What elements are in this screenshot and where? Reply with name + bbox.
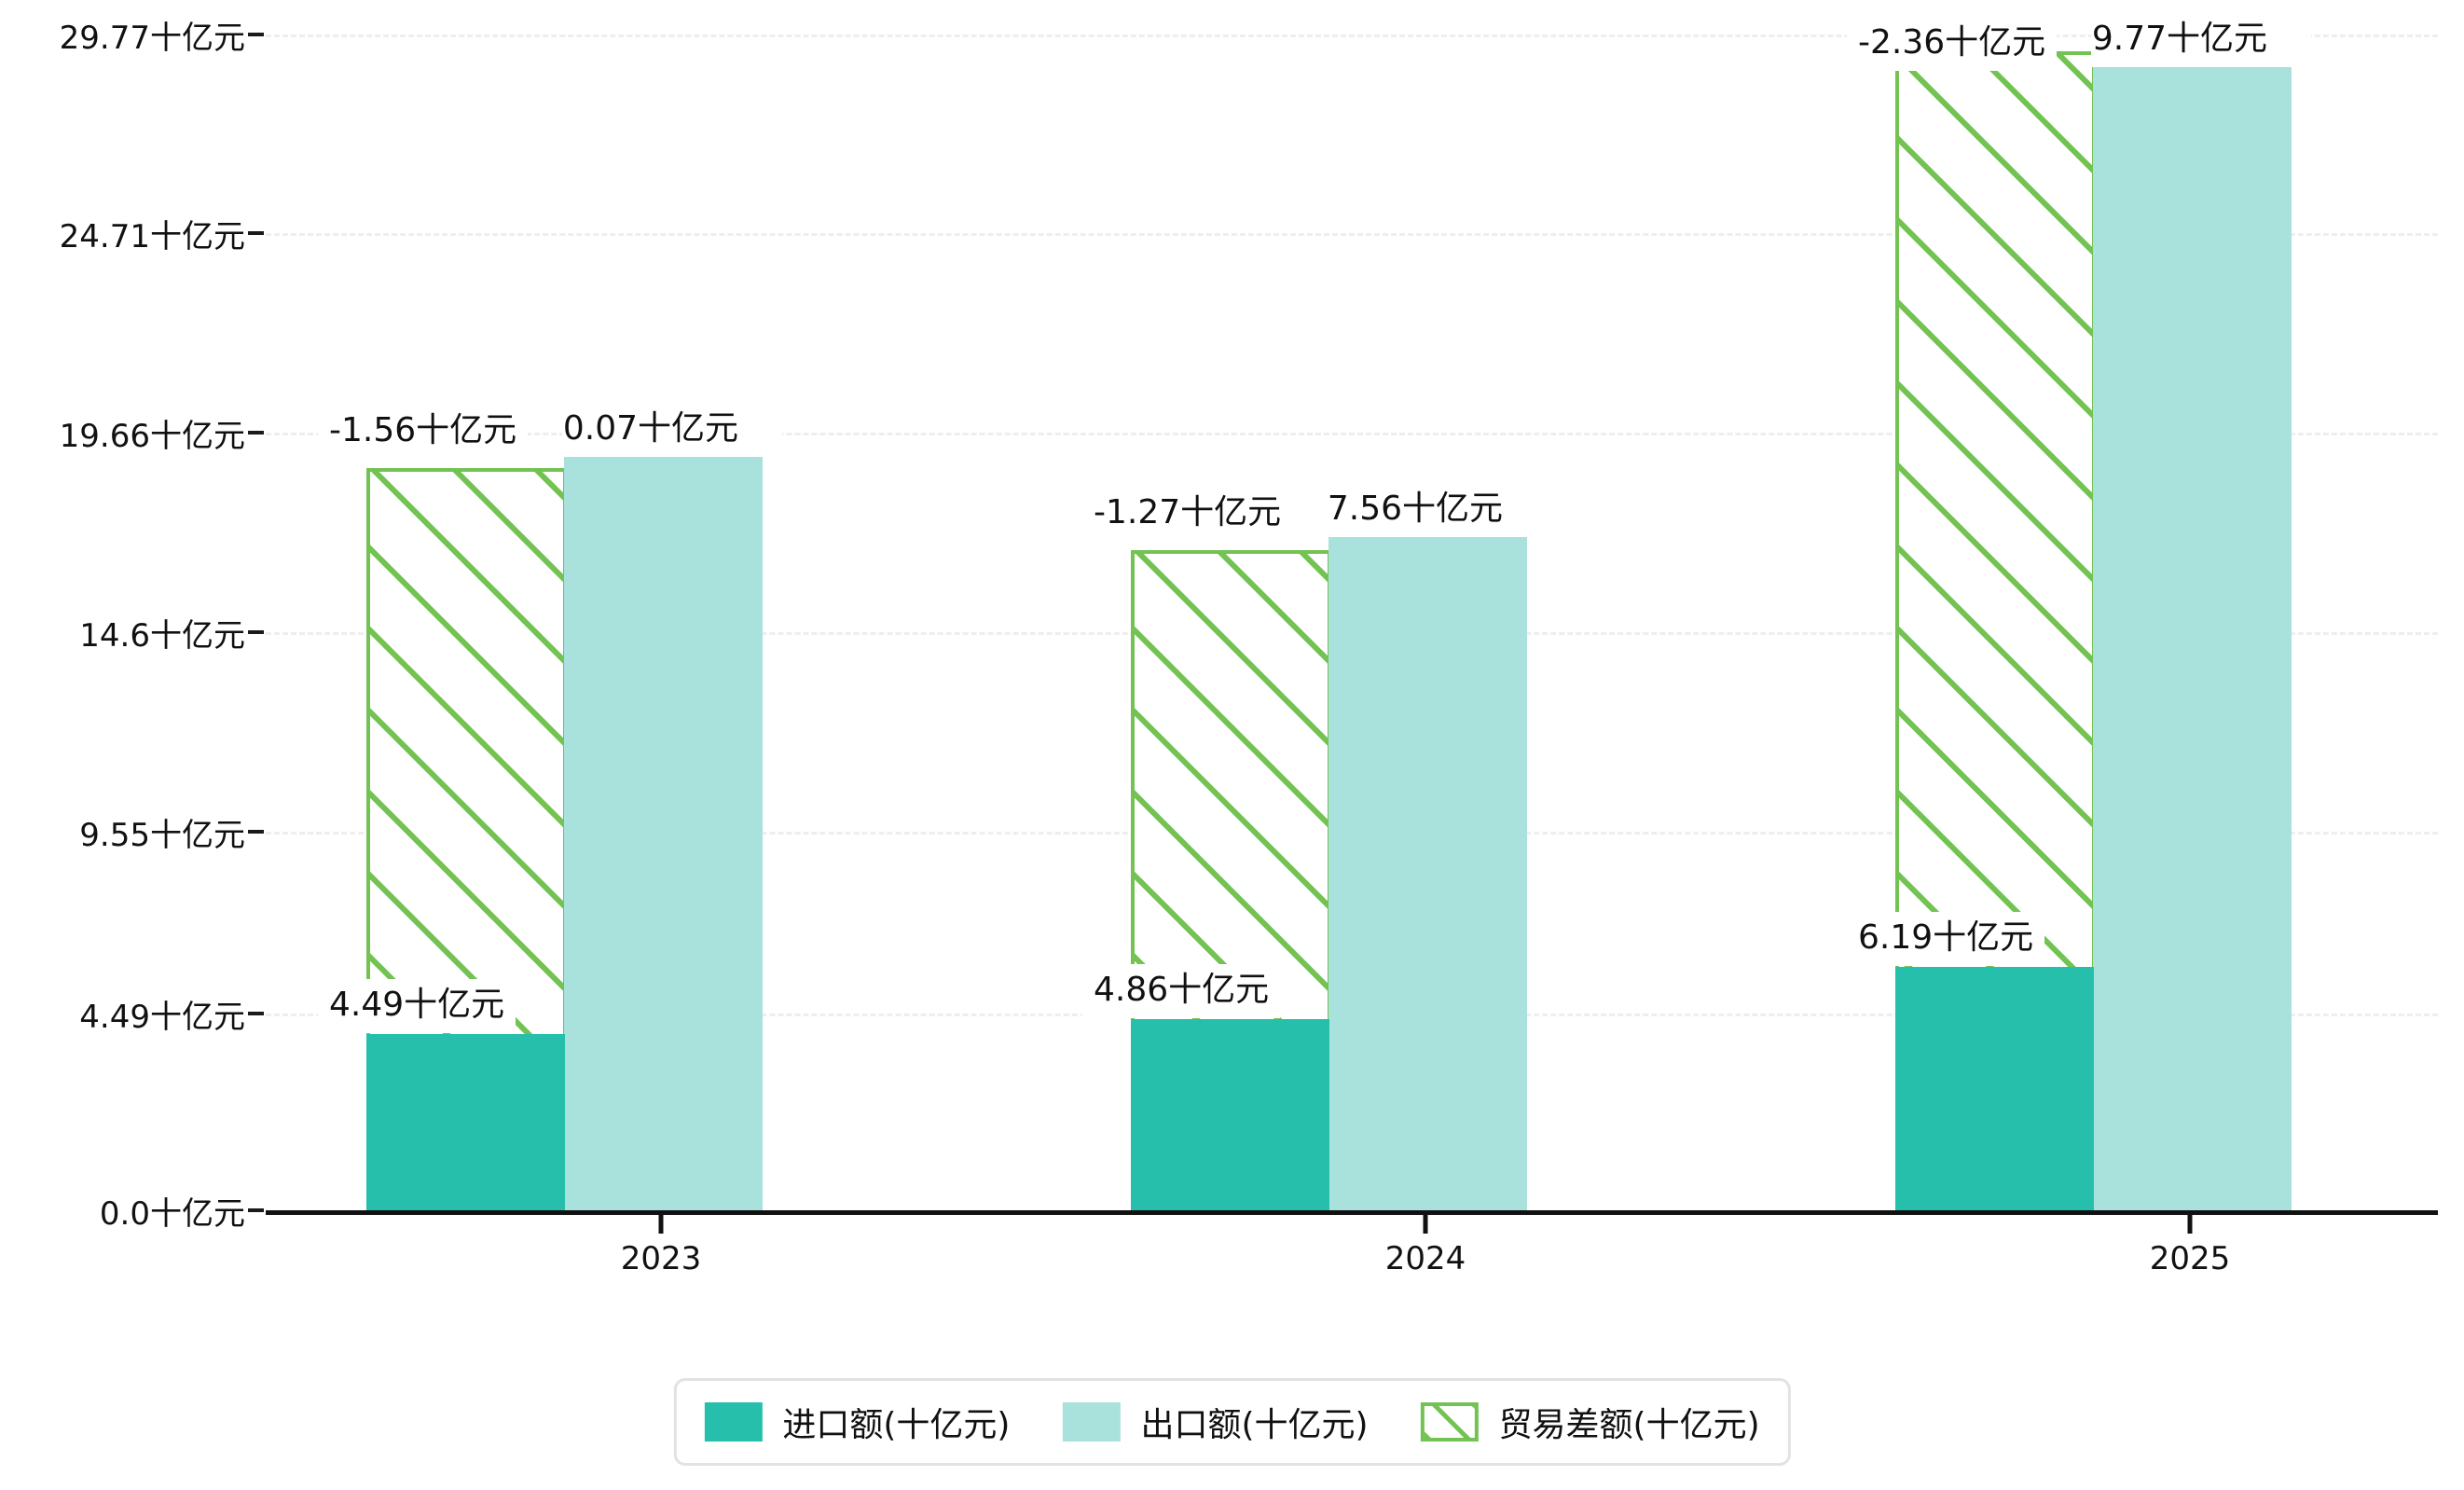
x-axis-line (266, 1210, 2438, 1215)
x-tick-2024 (1423, 1215, 1428, 1234)
value-label-export-2025-text: 29.77十亿元 (2091, 20, 2268, 58)
x-tick-2025 (2187, 1215, 2193, 1234)
y-tick-label: 24.71十亿元 (59, 218, 245, 255)
value-label-export-2025: 29.77十亿元 (2091, 13, 2311, 67)
export-swatch-icon (1062, 1402, 1121, 1442)
value-label-import-2025: 6.19十亿元 (1847, 912, 2045, 966)
x-tick-2023 (658, 1215, 664, 1234)
x-tick-label-2025: 2025 (2149, 1240, 2231, 1277)
value-label-trade-balance-2024: -1.27十亿元 (1082, 487, 1293, 541)
value-label-trade-balance-2025: -2.36十亿元 (1847, 17, 2058, 71)
value-label-import-2023: 4.49十亿元 (318, 979, 516, 1033)
y-tick-dash (248, 830, 264, 834)
bar-import-2025[interactable] (1895, 967, 2094, 1210)
gridline (266, 34, 2438, 37)
bar-export-2024[interactable] (1328, 533, 1527, 1210)
value-label-export-2024: 17.56十亿元 (1327, 483, 1547, 537)
bar-import-2023[interactable] (366, 1034, 565, 1210)
x-tick-label-2024: 2024 (1384, 1240, 1466, 1277)
legend-item-trade-balance[interactable]: 贸易差额(十亿元) (1420, 1398, 1760, 1446)
import-swatch-icon (704, 1402, 763, 1442)
y-tick-label: 29.77十亿元 (59, 20, 245, 57)
y-tick-label: 14.6十亿元 (79, 617, 245, 655)
chart-legend: 进口额(十亿元) 出口额(十亿元) 贸易差额(十亿元) (673, 1378, 1791, 1466)
value-label-export-2024-text: 17.56十亿元 (1327, 490, 1504, 528)
bar-export-2025[interactable] (2093, 34, 2292, 1210)
y-tick-dash (248, 630, 264, 634)
y-tick-label: 0.0十亿元 (99, 1195, 245, 1233)
bar-import-2024[interactable] (1131, 1019, 1329, 1210)
legend-item-import[interactable]: 进口额(十亿元) (704, 1398, 1010, 1446)
legend-label-trade-balance: 贸易差额(十亿元) (1498, 1406, 1760, 1444)
x-tick-label-2023: 2023 (620, 1240, 702, 1277)
y-tick-dash (248, 1208, 264, 1212)
plot-area: 29.77十亿元 24.71十亿元 19.66十亿元 14.6十亿元 9.55十… (60, 13, 2438, 1233)
value-label-export-2023: 20.07十亿元 (562, 403, 782, 457)
legend-label-export: 出口额(十亿元) (1140, 1406, 1369, 1444)
bar-export-2023[interactable] (564, 452, 763, 1210)
value-label-export-2023-text: 20.07十亿元 (562, 409, 739, 448)
trade-balance-hatched-swatch-icon (1420, 1402, 1479, 1442)
y-tick-label: 9.55十亿元 (79, 817, 245, 854)
y-tick-dash (248, 431, 264, 435)
y-tick-dash (248, 33, 264, 36)
gridline (266, 233, 2438, 236)
value-label-trade-balance-2023: -1.56十亿元 (318, 405, 529, 459)
legend-item-export[interactable]: 出口额(十亿元) (1062, 1398, 1369, 1446)
y-tick-label: 4.49十亿元 (79, 999, 245, 1036)
y-tick-label: 19.66十亿元 (59, 418, 245, 455)
legend-label-import: 进口额(十亿元) (782, 1406, 1011, 1444)
y-tick-dash (248, 231, 264, 235)
y-tick-dash (248, 1012, 264, 1015)
value-label-import-2024: 4.86十亿元 (1082, 964, 1281, 1018)
gridline (266, 433, 2438, 435)
